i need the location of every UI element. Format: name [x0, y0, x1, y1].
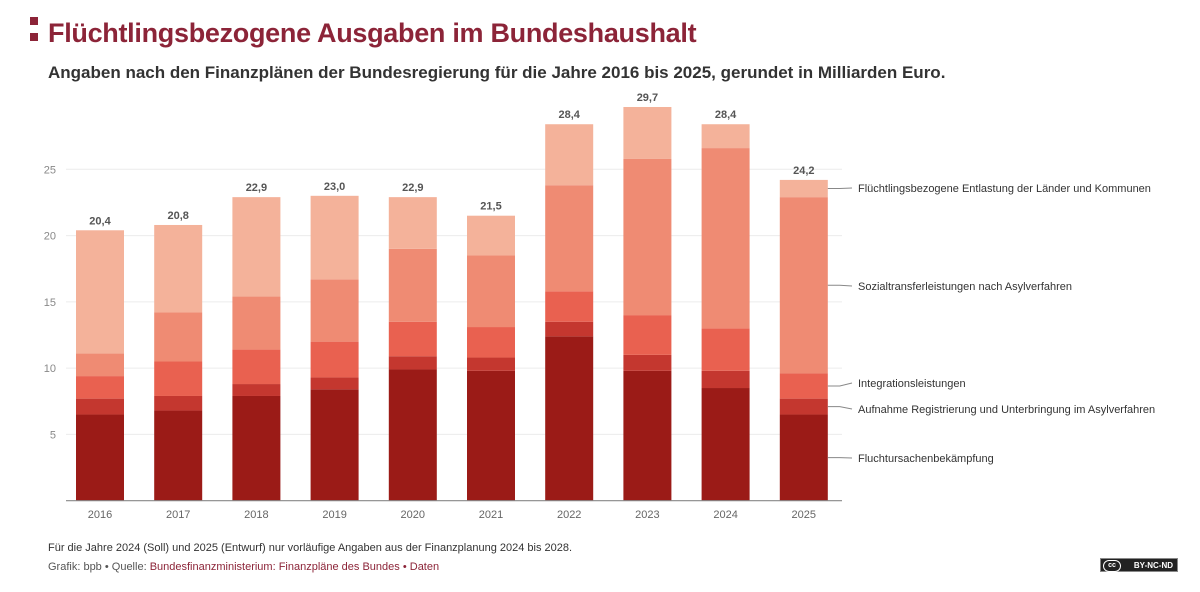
x-tick-label: 2023	[635, 509, 659, 521]
total-label: 20,8	[167, 210, 188, 222]
bar-segment	[779, 179, 828, 198]
bar-segment	[779, 414, 828, 501]
bar-segment	[388, 248, 437, 322]
x-tick-label: 2020	[401, 509, 425, 521]
legend-label: Flüchtlingsbezogene Entlastung der Lände…	[858, 183, 1151, 195]
bar-segment	[232, 395, 281, 501]
total-label: 28,4	[558, 109, 580, 121]
bar-segment	[154, 224, 203, 313]
bar-segment	[779, 197, 828, 374]
legend-leader-line	[827, 187, 853, 190]
total-label: 22,9	[402, 182, 423, 194]
bar-segment	[232, 197, 281, 297]
footnote: Für die Jahre 2024 (Soll) und 2025 (Entw…	[48, 542, 573, 554]
bar-segment	[388, 197, 437, 249]
source-line: Grafik: bpb • Quelle: Bundesfinanzminist…	[48, 561, 439, 573]
bar-segment	[76, 376, 124, 399]
legend-label: Sozialtransferleistungen nach Asylverfah…	[858, 281, 1072, 293]
legend-leader-line	[827, 382, 853, 387]
bar-segment	[232, 296, 281, 350]
bar-segment	[76, 230, 124, 354]
license-badge[interactable]: cc BY-NC-ND	[1100, 558, 1178, 572]
bar-segment	[467, 215, 515, 256]
bar-segment	[310, 389, 359, 501]
bar-segment	[388, 321, 437, 357]
bar-segment	[310, 341, 359, 378]
bar-segment	[701, 148, 750, 329]
y-tick-label: 15	[44, 297, 56, 309]
bar-segment	[467, 255, 515, 328]
x-tick-label: 2025	[792, 509, 816, 521]
bar-segment	[779, 398, 828, 415]
legend-leader-line	[827, 406, 853, 410]
total-label: 21,5	[480, 201, 501, 213]
bar-segment	[154, 395, 203, 411]
bar-segment	[310, 279, 359, 342]
page-subtitle: Angaben nach den Finanzplänen der Bundes…	[48, 63, 946, 82]
bar-segment	[154, 312, 203, 362]
bar-segment	[701, 328, 750, 371]
bar-segment	[623, 315, 672, 355]
title-marker-bottom	[30, 33, 38, 41]
bar-segment	[701, 388, 750, 501]
bar-segment	[779, 373, 828, 399]
total-label: 22,9	[246, 182, 267, 194]
license-text: BY-NC-ND	[1133, 561, 1173, 570]
bar-segment	[232, 384, 281, 396]
bar-segment	[701, 370, 750, 389]
bar-segment	[545, 185, 594, 292]
bar-segment	[154, 410, 203, 501]
bar-segment	[545, 336, 594, 501]
bar-segment	[545, 321, 594, 337]
bar-segment	[154, 361, 203, 396]
bar-segment	[701, 124, 750, 149]
total-label: 20,4	[89, 215, 111, 227]
bar-segment	[545, 124, 594, 186]
bar-segment	[545, 291, 594, 322]
bar-segment	[388, 356, 437, 370]
y-tick-label: 25	[44, 164, 56, 176]
bar-segment	[76, 414, 124, 501]
x-tick-label: 2019	[322, 509, 346, 521]
total-label: 23,0	[324, 181, 345, 193]
separator: •	[399, 561, 410, 573]
bar-segment	[623, 354, 672, 371]
total-label: 29,7	[637, 92, 658, 104]
bar-segment	[623, 158, 672, 316]
legend-label: Fluchtursachenbekämpfung	[858, 453, 994, 465]
bar-segment	[232, 349, 281, 385]
x-tick-label: 2022	[557, 509, 581, 521]
legend-label: Integrationsleistungen	[858, 378, 966, 390]
bar-segment	[467, 357, 515, 371]
bar-segment	[623, 370, 672, 501]
x-tick-label: 2018	[244, 509, 268, 521]
y-tick-label: 20	[44, 231, 56, 243]
y-tick-label: 5	[50, 429, 56, 441]
bar-segment	[76, 353, 124, 377]
source-link[interactable]: Bundesfinanzministerium: Finanzpläne des…	[149, 561, 400, 573]
bar-segment	[310, 195, 359, 280]
x-tick-label: 2016	[88, 509, 112, 521]
total-label: 24,2	[793, 165, 814, 177]
title-marker-top	[30, 17, 38, 25]
x-tick-label: 2021	[479, 509, 503, 521]
x-tick-label: 2017	[166, 509, 190, 521]
bar-segment	[310, 377, 359, 390]
y-tick-label: 10	[44, 363, 56, 375]
credit-text: Grafik: bpb • Quelle:	[48, 561, 150, 573]
data-link[interactable]: Daten	[409, 561, 440, 573]
x-tick-label: 2024	[713, 509, 737, 521]
bar-segment	[76, 398, 124, 415]
bar-segment	[623, 106, 672, 159]
bar-segment	[467, 370, 515, 501]
legend-leader-line	[827, 284, 853, 287]
total-label: 28,4	[715, 109, 737, 121]
bar-segment	[388, 369, 437, 501]
cc-icon: cc	[1103, 560, 1121, 572]
bar-segment	[467, 327, 515, 358]
page-title: Flüchtlingsbezogene Ausgaben im Bundesha…	[48, 18, 697, 48]
legend-label: Aufnahme Registrierung und Unterbringung…	[858, 404, 1155, 416]
